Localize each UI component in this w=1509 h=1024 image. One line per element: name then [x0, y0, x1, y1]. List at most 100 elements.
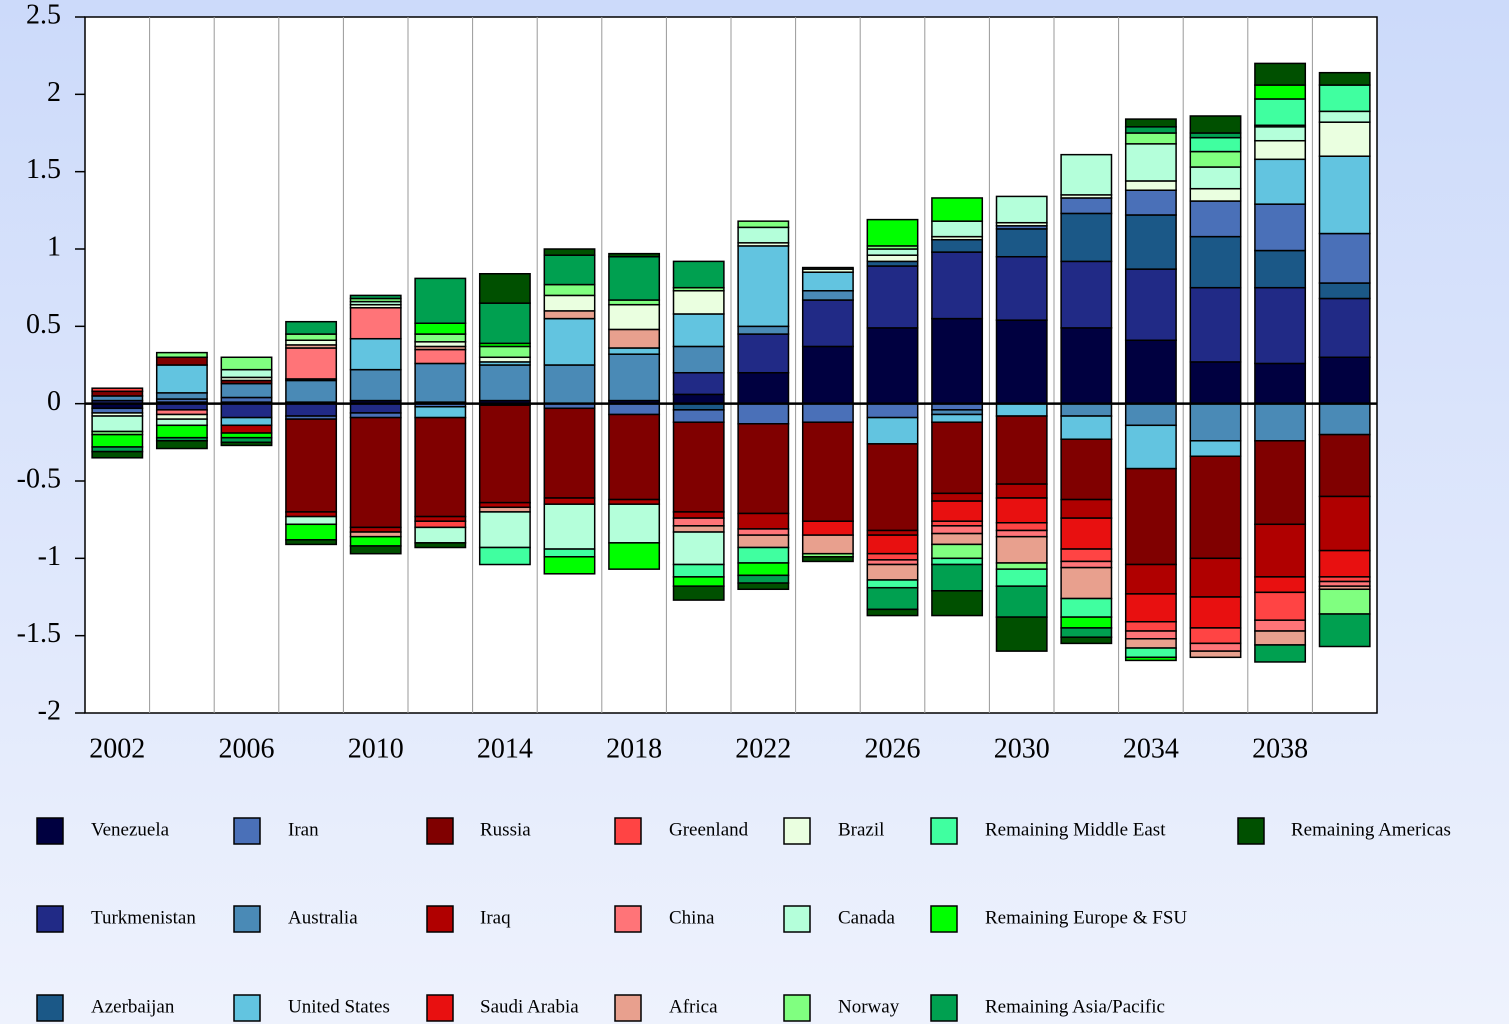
bar-segment [285, 402, 338, 417]
bar-segment [543, 503, 596, 550]
bar-segment [608, 402, 661, 416]
bar-segment [866, 327, 919, 405]
bar-segment [608, 353, 661, 402]
bar-segment [1060, 566, 1113, 600]
y-tick-label: 1.5 [26, 154, 61, 185]
bar-segment [1124, 647, 1177, 659]
bar-segment [1060, 597, 1113, 618]
bar-segment [1060, 212, 1113, 263]
bar-segment [737, 528, 790, 536]
bar-segment [672, 393, 725, 405]
bar-segment [995, 195, 1048, 224]
x-tick-label: 2002 [89, 733, 145, 764]
legend-swatch [426, 905, 454, 933]
bar-segment [672, 563, 725, 578]
bar-segment [672, 576, 725, 587]
bar-segment [155, 351, 208, 359]
bar-segment [608, 347, 661, 355]
y-tick-label: 1 [47, 231, 61, 262]
y-tick-label: 0 [47, 386, 61, 417]
x-tick-label: 2026 [865, 733, 921, 764]
bar-segment [478, 272, 531, 304]
bar-segment [349, 402, 402, 414]
bar-segment [1318, 588, 1371, 615]
bar-segment [1189, 286, 1242, 363]
bar-segment [1189, 150, 1242, 168]
bar-segment [995, 522, 1048, 532]
bar-segment [1124, 638, 1177, 649]
bar-segment [155, 356, 208, 366]
bar-segment [1318, 121, 1371, 157]
bar-segment [220, 382, 273, 399]
bar-segment [1060, 560, 1113, 569]
bar-segment [349, 337, 402, 371]
bar-segment [1124, 402, 1177, 427]
x-tick-label: 2022 [735, 733, 791, 764]
bar-segment [931, 543, 984, 560]
bar-segment [91, 387, 144, 393]
bar-segment [349, 368, 402, 402]
bar-segment [995, 585, 1048, 618]
bar-segment [1254, 98, 1307, 127]
bar-segment [155, 392, 208, 400]
bar-segment [1254, 286, 1307, 365]
y-tick-label: 2.5 [26, 0, 61, 30]
bar-segment [737, 512, 790, 530]
x-tick-label: 2018 [606, 733, 662, 764]
bar-segment [220, 424, 273, 434]
bar-segment [543, 407, 596, 499]
bar-segment [995, 415, 1048, 485]
bar-segment [672, 585, 725, 601]
bar-segment [1060, 415, 1113, 440]
legend-swatch [783, 905, 811, 933]
bar-segment [414, 362, 467, 403]
bar-segment [866, 416, 919, 445]
bar-segment [349, 294, 402, 300]
legend-swatch [36, 905, 64, 933]
y-tick-label: 2 [47, 77, 61, 108]
bar-segment [672, 421, 725, 513]
legend-label: Canada [838, 907, 896, 928]
bar-segment [478, 511, 531, 549]
legend-label: Norway [838, 996, 900, 1017]
bar-segment [737, 325, 790, 335]
bar-segment [737, 220, 790, 229]
bar-segment [91, 415, 144, 433]
legend-label: Russia [480, 819, 531, 840]
bar-segment [1254, 158, 1307, 205]
bar-segment [155, 440, 208, 450]
legend-swatch [783, 994, 811, 1022]
bar-segment [801, 402, 854, 423]
legend-swatch [930, 817, 958, 845]
bar-segment [1060, 153, 1113, 196]
bar-segment [1254, 62, 1307, 86]
bar-segment [1189, 187, 1242, 202]
bar-segment [1189, 361, 1242, 405]
bar-segment [414, 277, 467, 324]
bar-segment [1060, 548, 1113, 563]
bar-segment [672, 531, 725, 566]
bar-segment [1189, 440, 1242, 458]
bar-segment [1254, 523, 1307, 578]
bar-segment [1254, 84, 1307, 100]
bar-segment [866, 254, 919, 263]
bar-segment [1254, 126, 1307, 142]
bar-segment [285, 523, 338, 541]
bar-segment [155, 364, 208, 394]
bar-segment [1254, 402, 1307, 442]
bar-segment [866, 248, 919, 256]
bar-segment [801, 345, 854, 405]
bar-segment [1318, 433, 1371, 498]
bar-segment [737, 423, 790, 515]
bar-segment [1189, 402, 1242, 442]
bar-segment [801, 266, 854, 270]
bar-segment [414, 322, 467, 335]
bar-segment [672, 525, 725, 533]
legend-swatch [930, 994, 958, 1022]
legend-swatch [614, 994, 642, 1022]
legend-swatch [614, 817, 642, 845]
bar-segment [1254, 203, 1307, 252]
bar-segment [285, 515, 338, 526]
bar-segment [91, 433, 144, 448]
bar-segment [672, 313, 725, 348]
